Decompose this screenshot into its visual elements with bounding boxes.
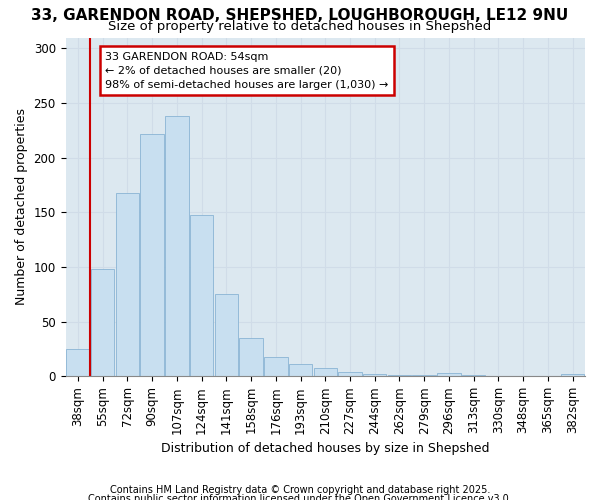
- Text: 33, GARENDON ROAD, SHEPSHED, LOUGHBOROUGH, LE12 9NU: 33, GARENDON ROAD, SHEPSHED, LOUGHBOROUG…: [31, 8, 569, 22]
- Bar: [116, 192, 139, 376]
- Bar: [289, 364, 312, 376]
- Bar: [314, 368, 337, 376]
- Bar: [338, 372, 362, 376]
- Bar: [388, 375, 411, 376]
- Text: Size of property relative to detached houses in Shepshed: Size of property relative to detached ho…: [109, 20, 491, 33]
- Bar: [66, 349, 89, 376]
- Bar: [165, 116, 188, 376]
- Bar: [363, 374, 386, 376]
- Bar: [264, 356, 287, 376]
- X-axis label: Distribution of detached houses by size in Shepshed: Distribution of detached houses by size …: [161, 442, 490, 455]
- Bar: [91, 269, 115, 376]
- Text: Contains HM Land Registry data © Crown copyright and database right 2025.: Contains HM Land Registry data © Crown c…: [110, 485, 490, 495]
- Text: Contains public sector information licensed under the Open Government Licence v3: Contains public sector information licen…: [88, 494, 512, 500]
- Bar: [462, 375, 485, 376]
- Text: 33 GARENDON ROAD: 54sqm
← 2% of detached houses are smaller (20)
98% of semi-det: 33 GARENDON ROAD: 54sqm ← 2% of detached…: [105, 52, 388, 90]
- Y-axis label: Number of detached properties: Number of detached properties: [15, 108, 28, 306]
- Bar: [140, 134, 164, 376]
- Bar: [561, 374, 584, 376]
- Bar: [239, 338, 263, 376]
- Bar: [437, 373, 461, 376]
- Bar: [190, 214, 214, 376]
- Bar: [412, 375, 436, 376]
- Bar: [215, 294, 238, 376]
